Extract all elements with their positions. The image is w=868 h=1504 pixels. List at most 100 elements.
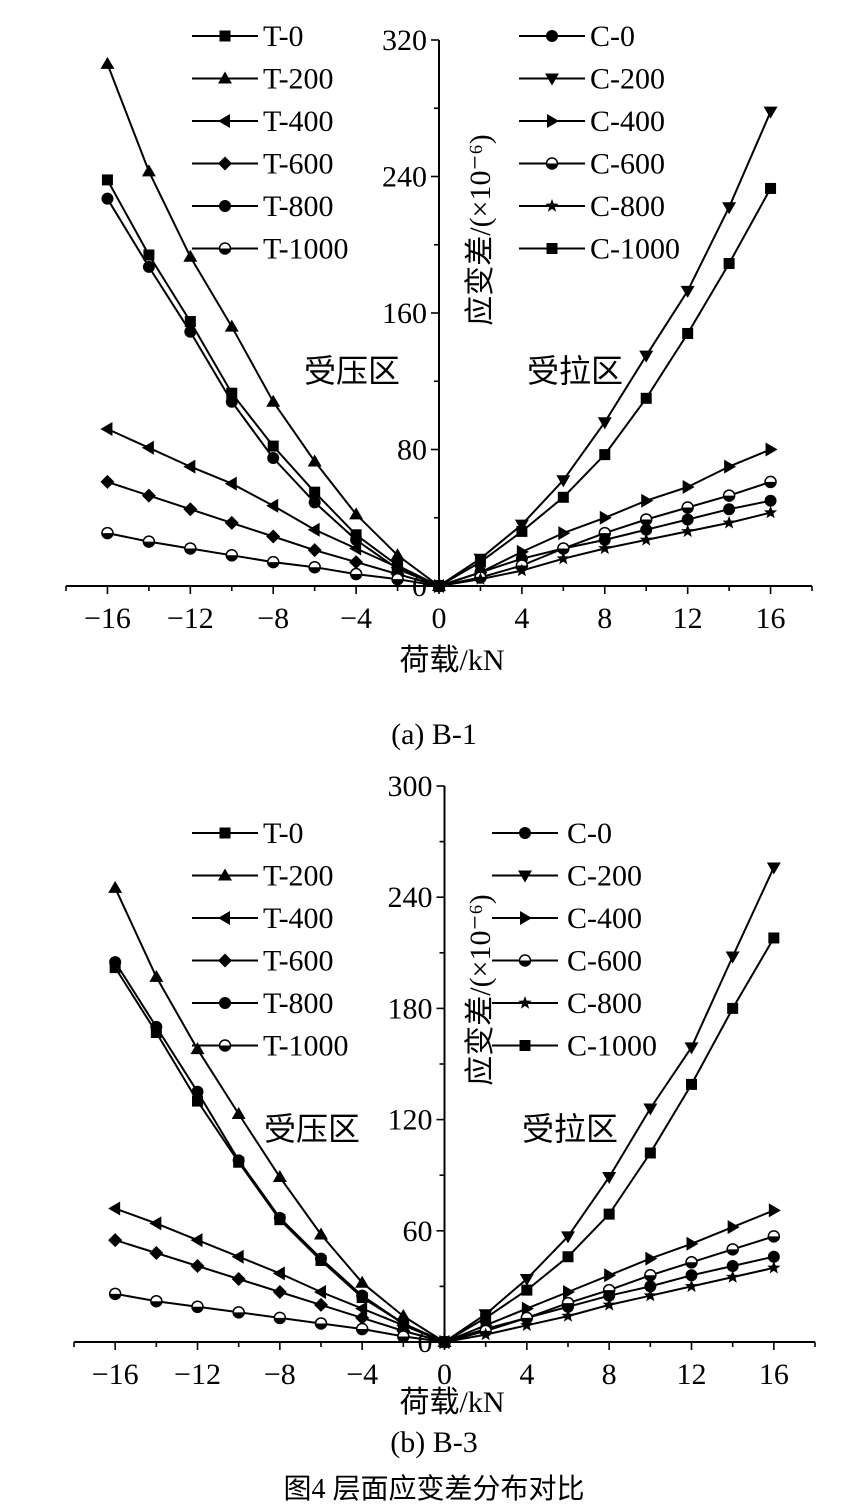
data-point: [190, 1042, 205, 1055]
data-point: [768, 932, 780, 944]
x-tick-label: −8: [257, 602, 289, 635]
legend-marker: [218, 114, 230, 128]
y-axis-label: 应变差/(×10⁻⁶): [464, 134, 497, 326]
legend-marker: [546, 30, 558, 42]
data-point: [309, 486, 321, 498]
data-point: [272, 1266, 285, 1281]
data-point: [142, 535, 156, 548]
legend-label: C-200: [567, 860, 642, 893]
legend-marker: [219, 997, 231, 1009]
series-c-1000: [439, 932, 780, 1348]
data-point: [307, 543, 322, 558]
data-point: [149, 1216, 162, 1231]
x-tick-label: −8: [264, 1358, 296, 1391]
series-c-800: [432, 505, 778, 592]
data-point: [682, 327, 694, 339]
data-point: [149, 969, 164, 982]
legend-entry: C-200: [519, 63, 665, 96]
x-tick-label: 12: [673, 602, 703, 635]
data-point: [273, 1211, 286, 1224]
legend-label: C-800: [590, 190, 665, 223]
legend-entry: C-200: [492, 860, 642, 893]
legend-label: C-600: [567, 945, 642, 978]
data-point: [480, 1312, 492, 1324]
data-point: [681, 524, 695, 538]
data-point: [563, 1284, 575, 1299]
data-point: [767, 1230, 781, 1243]
data-point: [150, 1294, 163, 1308]
data-point: [108, 880, 123, 893]
data-point: [599, 449, 611, 461]
data-point: [726, 1260, 739, 1273]
x-tick-label: 0: [432, 602, 447, 635]
data-point: [686, 1236, 699, 1251]
legend-entry: T-1000: [192, 233, 349, 266]
legend-marker: [520, 911, 532, 925]
data-point: [272, 1170, 287, 1183]
legend-label: T-800: [263, 190, 334, 223]
series-c-400: [434, 442, 778, 593]
data-point: [639, 513, 653, 526]
data-point: [764, 494, 777, 507]
data-point: [266, 555, 280, 569]
data-point: [355, 1322, 369, 1336]
data-point: [396, 1309, 411, 1322]
data-point: [266, 394, 281, 407]
data-point: [184, 325, 197, 338]
data-point: [556, 475, 571, 488]
legend-marker: [546, 243, 558, 254]
legend-marker: [545, 73, 559, 86]
data-point: [473, 572, 488, 585]
data-point: [355, 1301, 368, 1316]
data-point: [684, 1279, 699, 1293]
legend-entry: C-600: [492, 945, 642, 978]
x-axis-label: 荷载/kN: [400, 644, 505, 677]
data-point: [183, 249, 198, 262]
data-point: [307, 522, 320, 537]
data-point: [314, 1284, 326, 1299]
figure-caption: 图4 层面应变差分布对比: [283, 1473, 584, 1504]
data-point: [314, 1317, 328, 1330]
data-point: [597, 417, 612, 430]
data-point: [307, 454, 322, 467]
legend-entry: T-800: [192, 190, 334, 223]
legend-entry: T-200: [192, 860, 334, 893]
data-point: [224, 515, 239, 530]
data-point: [349, 555, 364, 570]
data-point: [763, 505, 778, 519]
data-point: [150, 1020, 163, 1033]
data-point: [722, 515, 736, 529]
legend-entry: C-1000: [519, 233, 680, 266]
data-point: [433, 580, 445, 592]
series-c-600: [432, 475, 777, 593]
data-point: [766, 862, 781, 875]
y-tick-label: 120: [388, 1104, 433, 1137]
data-point: [599, 510, 612, 525]
data-point: [557, 491, 569, 503]
data-point: [141, 440, 154, 455]
data-point: [192, 1095, 203, 1107]
legend-entry: T-0: [192, 20, 304, 53]
data-point: [767, 1250, 780, 1263]
compression-zone-label: 受压区: [264, 1111, 360, 1147]
data-point: [190, 1259, 205, 1274]
data-point: [141, 488, 156, 503]
data-point: [768, 1203, 781, 1218]
legend-label: C-400: [590, 105, 665, 138]
legend-entry: C-400: [519, 105, 665, 138]
data-point: [479, 1327, 493, 1341]
legend-marker: [219, 200, 231, 212]
data-point: [273, 1311, 287, 1325]
data-point: [101, 192, 114, 205]
x-tick-label: −4: [340, 602, 372, 635]
legend-marker: [218, 868, 232, 881]
x-tick-label: −16: [84, 602, 131, 635]
legend-entry: T-1000: [192, 1030, 349, 1063]
legend-label: T-600: [263, 945, 334, 978]
data-point: [682, 480, 695, 495]
data-point: [722, 489, 736, 502]
tension-zone-label: 受拉区: [527, 353, 623, 389]
legend-marker: [545, 157, 559, 170]
data-point: [391, 572, 404, 586]
data-point: [516, 544, 529, 559]
